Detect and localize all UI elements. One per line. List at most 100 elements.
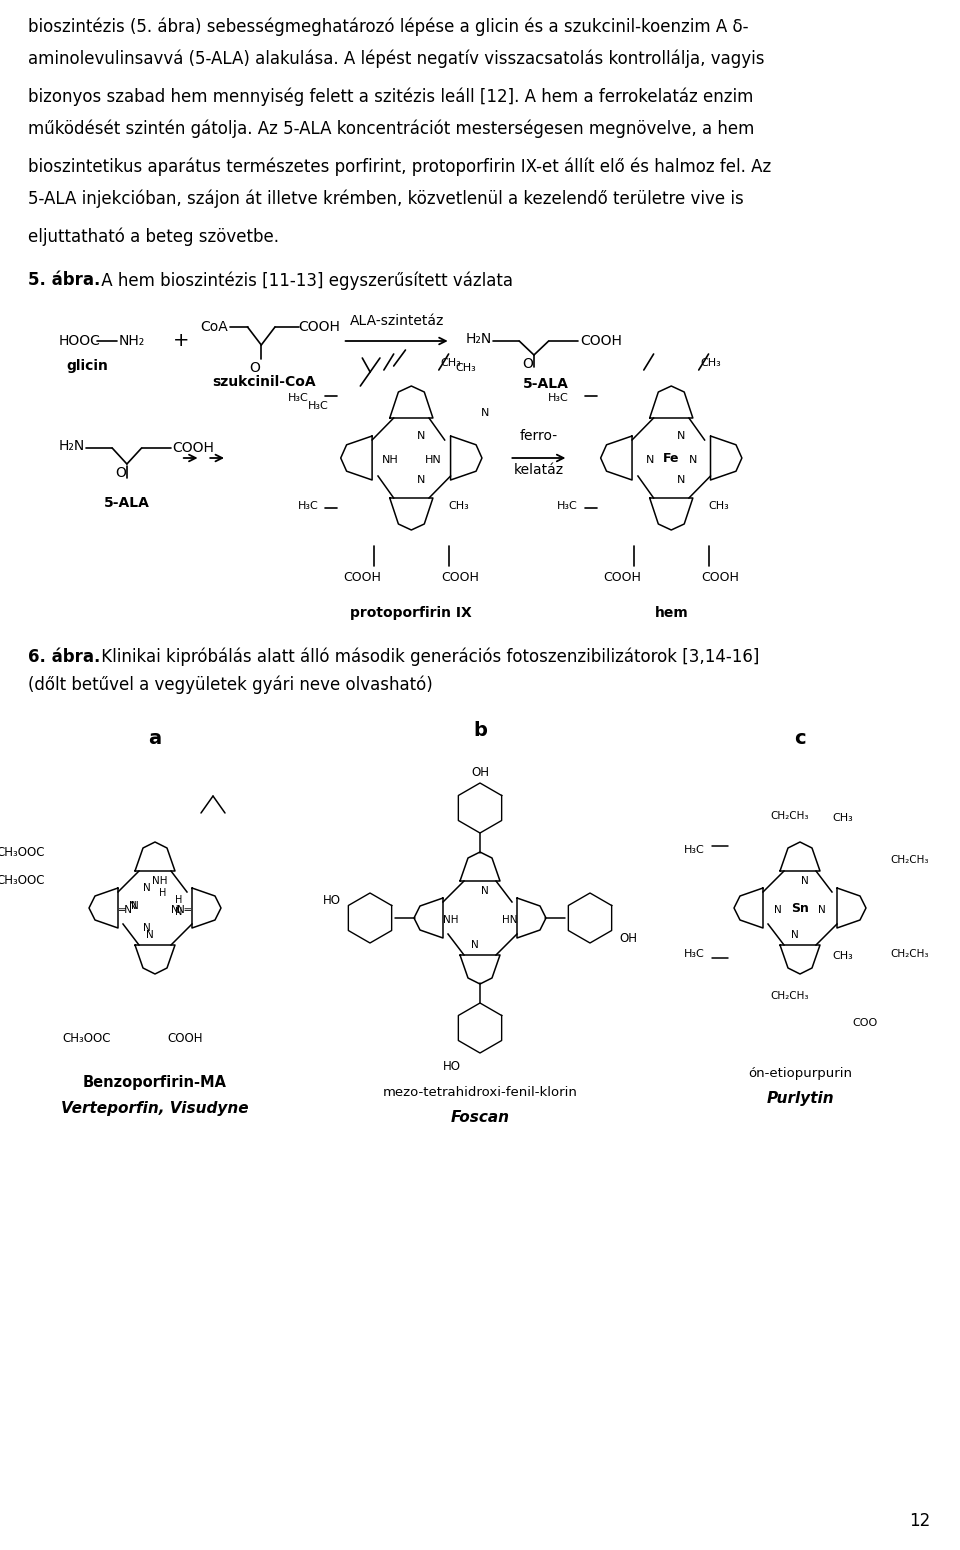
Text: bioszintézis (5. ábra) sebességmeghatározó lépése a glicin és a szukcinil-koenzi: bioszintézis (5. ábra) sebességmeghatáro…	[28, 19, 749, 37]
Text: 12: 12	[909, 1511, 930, 1530]
Text: CH₃OOC: CH₃OOC	[62, 1031, 111, 1045]
Text: N: N	[130, 901, 137, 911]
Text: protoporfirin IX: protoporfirin IX	[350, 606, 472, 620]
Text: Klinikai kipróbálás alatt álló második generációs fotoszenzibilizátorok [3,14-16: Klinikai kipróbálás alatt álló második g…	[96, 648, 759, 666]
Text: CH₂CH₃: CH₂CH₃	[770, 990, 808, 1001]
Text: CH₃: CH₃	[701, 358, 722, 367]
Text: N: N	[471, 939, 479, 950]
Text: N: N	[802, 876, 809, 887]
Text: 5. ábra.: 5. ábra.	[28, 271, 101, 288]
Text: H₃C: H₃C	[308, 401, 328, 411]
Text: ón-etiopurpurin: ón-etiopurpurin	[748, 1066, 852, 1079]
Text: N: N	[677, 431, 685, 442]
Text: HN: HN	[502, 914, 517, 925]
Text: Fe: Fe	[663, 451, 680, 465]
Text: N: N	[688, 456, 697, 465]
Text: eljuttatható a beteg szövetbe.: eljuttatható a beteg szövetbe.	[28, 228, 279, 246]
Text: N: N	[146, 930, 154, 939]
Text: ═N: ═N	[118, 905, 132, 914]
Text: H₃C: H₃C	[684, 949, 705, 959]
Text: kelatáz: kelatáz	[514, 463, 564, 477]
Text: CH₃: CH₃	[441, 358, 462, 367]
Text: H₂N: H₂N	[59, 439, 84, 453]
Text: OH: OH	[471, 767, 489, 780]
Text: b: b	[473, 721, 487, 741]
Text: bizonyos szabad hem mennyiség felett a szitézis leáll [12]. A hem a ferrokelatáz: bizonyos szabad hem mennyiség felett a s…	[28, 88, 754, 107]
Text: H₃C: H₃C	[288, 394, 308, 403]
Text: O: O	[249, 361, 260, 375]
Text: HO: HO	[443, 1060, 461, 1073]
Text: COO: COO	[852, 1018, 877, 1028]
Text: HOOC: HOOC	[59, 333, 100, 349]
Text: 5-ALA: 5-ALA	[104, 496, 150, 510]
Text: CH₃: CH₃	[832, 952, 852, 961]
Text: 5-ALA injekcióban, szájon át illetve krémben, közvetlenül a kezelendő területre : 5-ALA injekcióban, szájon át illetve kré…	[28, 189, 744, 208]
Text: CH₂CH₃: CH₂CH₃	[890, 856, 928, 865]
Text: COOH: COOH	[167, 1031, 203, 1045]
Text: H₂N: H₂N	[466, 332, 492, 346]
Text: N═: N═	[177, 905, 191, 914]
Text: COOH: COOH	[580, 333, 622, 349]
Text: a: a	[149, 728, 161, 747]
Text: N: N	[677, 474, 685, 485]
Text: CH₃: CH₃	[448, 501, 469, 512]
Text: NH: NH	[153, 876, 168, 887]
Text: bioszintetikus aparátus természetes porfirint, protoporfirin IX-et állít elő és : bioszintetikus aparátus természetes porf…	[28, 158, 771, 177]
Text: N: N	[417, 431, 425, 442]
Text: O: O	[115, 467, 127, 480]
Text: Foscan: Foscan	[450, 1110, 510, 1125]
Text: N: N	[143, 883, 151, 893]
Text: NH: NH	[443, 914, 458, 925]
Text: NH₂: NH₂	[119, 333, 145, 349]
Text: mezo-tetrahidroxi-fenil-klorin: mezo-tetrahidroxi-fenil-klorin	[383, 1087, 577, 1099]
Text: N: N	[481, 408, 489, 419]
Text: Verteporfin, Visudyne: Verteporfin, Visudyne	[61, 1100, 249, 1116]
Text: c: c	[794, 728, 805, 747]
Text: szukcinil-CoA: szukcinil-CoA	[212, 375, 316, 389]
Text: H₃C: H₃C	[547, 394, 568, 403]
Text: CH₃OOC: CH₃OOC	[0, 846, 45, 860]
Text: hem: hem	[655, 606, 688, 620]
Text: A hem bioszintézis [11-13] egyszerűsített vázlata: A hem bioszintézis [11-13] egyszerűsítet…	[96, 271, 513, 290]
Text: N: N	[171, 905, 179, 914]
Text: N: N	[818, 905, 826, 914]
Text: 5-ALA: 5-ALA	[523, 377, 568, 391]
Text: N: N	[143, 922, 151, 933]
Text: O: O	[522, 356, 534, 370]
Text: COOH: COOH	[442, 572, 479, 584]
Text: N: N	[774, 905, 781, 914]
Text: N: N	[791, 930, 799, 939]
Text: glicin: glicin	[66, 360, 108, 374]
Text: CH₃: CH₃	[708, 501, 730, 512]
Text: CH₃: CH₃	[455, 363, 476, 374]
Text: +: +	[173, 332, 189, 350]
Text: CH₃OOC: CH₃OOC	[0, 874, 45, 887]
Text: H
N: H N	[175, 896, 182, 916]
Text: N: N	[132, 901, 139, 911]
Text: N: N	[417, 474, 425, 485]
Text: Sn: Sn	[791, 902, 809, 914]
Text: H₃C: H₃C	[558, 501, 578, 512]
Text: HN: HN	[424, 456, 442, 465]
Text: CH₂CH₃: CH₂CH₃	[770, 811, 808, 822]
Text: CH₂CH₃: CH₂CH₃	[890, 949, 928, 959]
Text: ALA-szintetáz: ALA-szintetáz	[349, 315, 444, 329]
Text: CoA: CoA	[201, 319, 228, 333]
Text: ferro-: ferro-	[519, 429, 558, 443]
Text: N: N	[481, 887, 489, 896]
Text: COOH: COOH	[172, 442, 214, 456]
Text: COOH: COOH	[603, 572, 641, 584]
Text: Benzoporfirin-MA: Benzoporfirin-MA	[83, 1076, 227, 1091]
Text: OH: OH	[619, 932, 637, 944]
Text: H₃C: H₃C	[298, 501, 318, 512]
Text: H: H	[159, 888, 167, 897]
Text: NH: NH	[381, 456, 398, 465]
Text: aminolevulinsavvá (5-ALA) alakulása. A lépést negatív visszacsatolás kontrollálj: aminolevulinsavvá (5-ALA) alakulása. A l…	[28, 50, 764, 68]
Text: COOH: COOH	[299, 319, 341, 333]
Text: Purlytin: Purlytin	[766, 1091, 834, 1105]
Text: CH₃: CH₃	[832, 814, 852, 823]
Text: H₃C: H₃C	[684, 845, 705, 856]
Text: COOH: COOH	[702, 572, 739, 584]
Text: HO: HO	[323, 893, 341, 907]
Text: 6. ábra.: 6. ábra.	[28, 648, 101, 666]
